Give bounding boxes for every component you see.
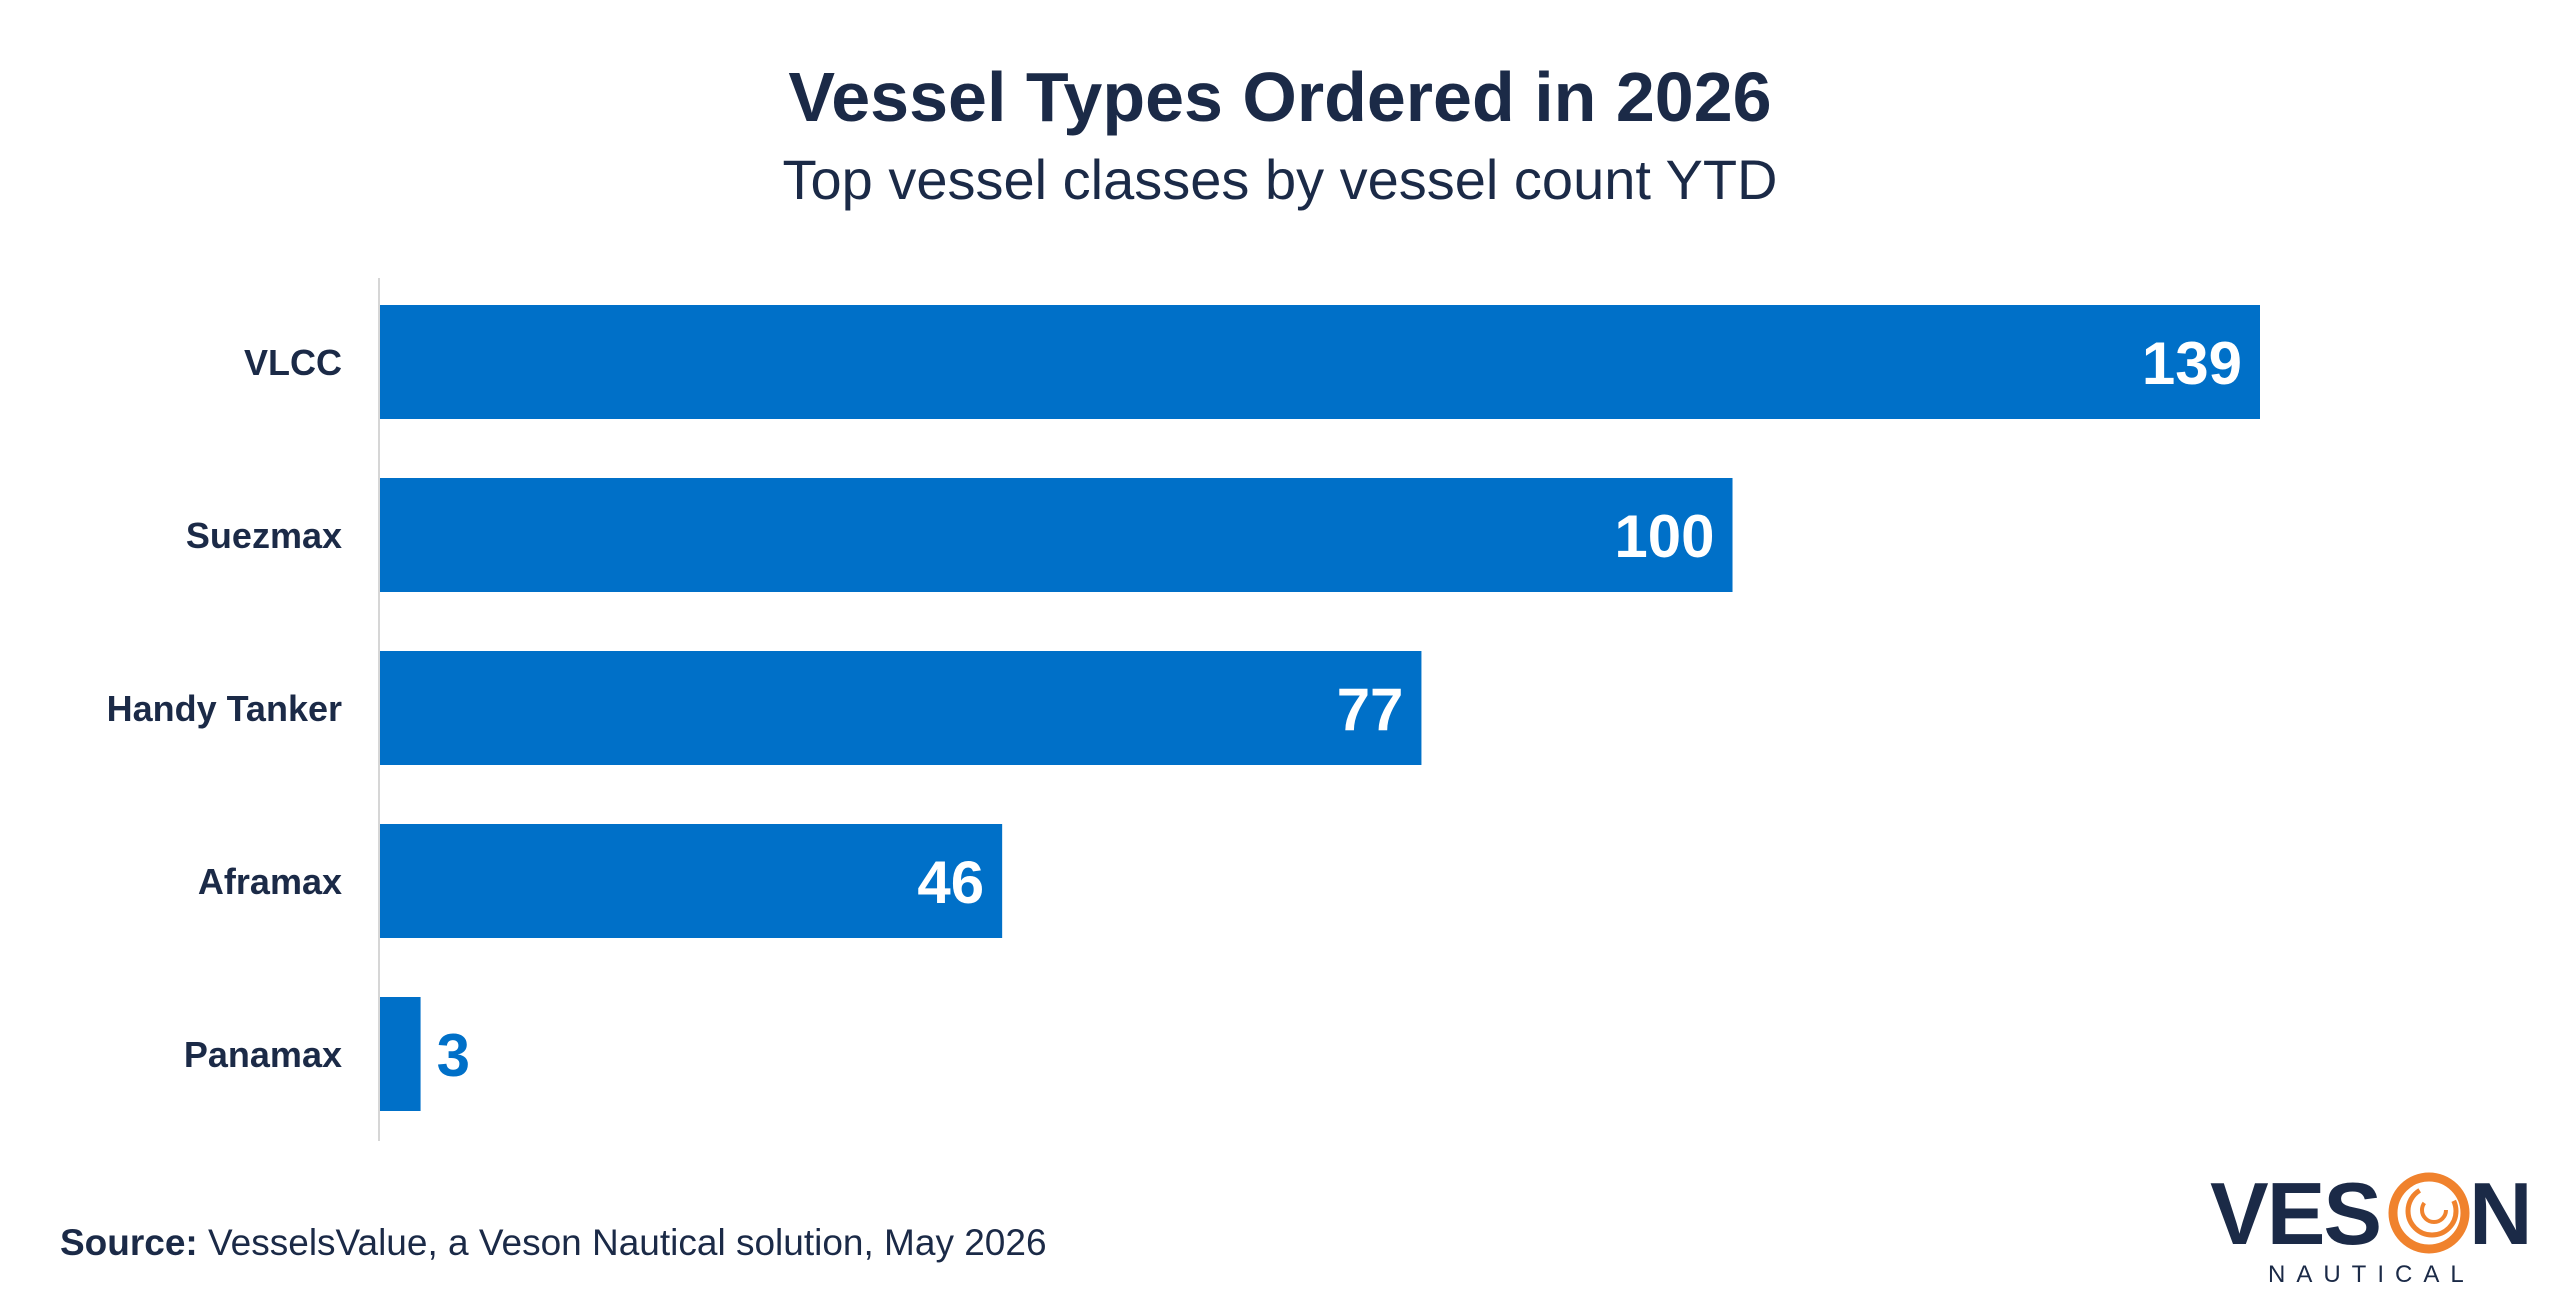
logo-subtext: NAUTICAL <box>2268 1261 2475 1288</box>
bar-suezmax <box>380 478 1733 592</box>
bar-handy-tanker <box>380 651 1422 765</box>
chart-title: Vessel Types Ordered in 2026 <box>788 58 1772 136</box>
bar-vlcc <box>380 305 2260 419</box>
logo-wordmark: VES <box>2210 1164 2380 1263</box>
data-label-panamax: 3 <box>437 1022 470 1089</box>
logo-o-swirl-icon <box>2388 1172 2470 1254</box>
data-label-suezmax: 100 <box>1614 503 1714 570</box>
category-label-panamax: Panamax <box>184 1034 342 1075</box>
source-note: Source: VesselsValue, a Veson Nautical s… <box>60 1218 1047 1268</box>
category-label-handy-tanker: Handy Tanker <box>107 688 342 729</box>
category-label-vlcc: VLCC <box>244 342 342 383</box>
bar-panamax <box>380 997 421 1111</box>
bar-aframax <box>380 824 1003 938</box>
chart-subtitle: Top vessel classes by vessel count YTD <box>782 148 1778 211</box>
source-label: Source: <box>60 1222 198 1263</box>
data-label-handy-tanker: 77 <box>1337 676 1404 743</box>
source-text: VesselsValue, a Veson Nautical solution,… <box>208 1222 1047 1263</box>
veson-nautical-logo: VES N NAUTICAL <box>2210 1164 2530 1288</box>
logo-wordmark-n: N <box>2469 1164 2530 1263</box>
data-label-aframax: 46 <box>917 849 984 916</box>
category-label-aframax: Aframax <box>198 861 342 902</box>
data-label-vlcc: 139 <box>2142 330 2242 397</box>
category-label-suezmax: Suezmax <box>186 515 342 556</box>
